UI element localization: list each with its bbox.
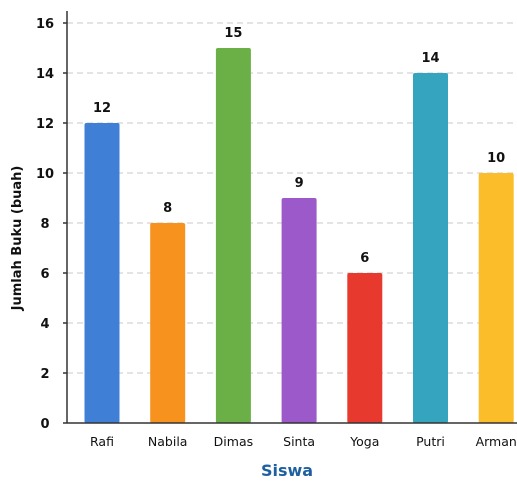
bar-nabila [150, 223, 186, 423]
x-axis-title: Siswa [261, 461, 313, 480]
y-tick-label: 0 [40, 417, 49, 432]
bar-sinta [281, 198, 317, 423]
bar-rafi [84, 123, 120, 423]
value-label: 10 [487, 151, 505, 166]
bar-dimas [215, 48, 251, 423]
y-tick-label: 4 [40, 317, 49, 332]
y-tick-label: 12 [36, 117, 54, 132]
x-tick-labels: Rafi Nabila Dimas Sinta Yoga Putri Arman [90, 434, 517, 449]
y-tick-label: 10 [36, 167, 54, 182]
y-tick-label: 16 [36, 17, 54, 32]
value-label: 14 [421, 51, 439, 66]
y-tick-label: 6 [40, 267, 49, 282]
value-label: 12 [93, 101, 111, 116]
value-label: 15 [224, 26, 242, 41]
category-label: Arman [476, 434, 517, 449]
category-label: Rafi [90, 434, 114, 449]
category-label: Dimas [214, 434, 253, 449]
bar-arman [478, 173, 514, 423]
bar-putri [413, 73, 448, 423]
y-tick-labels: 0 2 4 6 8 10 12 14 16 [36, 17, 67, 432]
y-axis-title: Jumlah Buku (buah) [10, 166, 25, 312]
category-label: Nabila [148, 434, 188, 449]
value-label: 6 [360, 251, 369, 266]
y-tick-label: 14 [36, 67, 54, 82]
category-label: Yoga [349, 434, 379, 449]
bars [84, 48, 514, 423]
y-tick-label: 2 [40, 367, 49, 382]
y-tick-label: 8 [40, 217, 49, 232]
bar-yoga [347, 273, 383, 423]
category-label: Putri [416, 434, 445, 449]
value-label: 8 [163, 201, 172, 216]
value-labels: 12 8 15 9 6 14 10 [93, 26, 505, 266]
category-label: Sinta [283, 434, 315, 449]
value-label: 9 [295, 176, 304, 191]
